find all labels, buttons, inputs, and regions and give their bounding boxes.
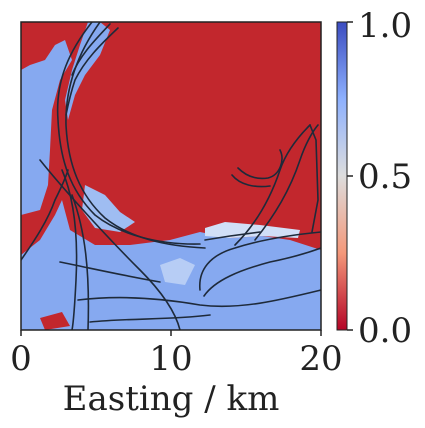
- x-axis-title: Easting / km: [63, 379, 280, 419]
- channel-line-east-branch-2: [254, 124, 319, 241]
- channel-line-east-branch-1: [234, 124, 311, 246]
- x-tick-label-20: 20: [299, 339, 342, 379]
- channel-line-east-branch-3: [309, 124, 319, 233]
- x-tick-label-10: 10: [149, 339, 192, 379]
- channel-line-estuary-1: [77, 289, 321, 308]
- channel-line-south-2: [71, 194, 90, 330]
- east-spit-region: [205, 222, 300, 238]
- channel-line-estuary-3: [59, 261, 161, 283]
- channel-line-east-loop: [199, 231, 321, 291]
- colorbar-tick-label-0: 0.0: [358, 311, 412, 351]
- x-axis: 0 10 20 Easting / km: [10, 330, 343, 419]
- channel-lines: [21, 22, 321, 330]
- channel-line-south-3: [39, 159, 181, 330]
- colorbar-tick-label-1: 1.0: [358, 6, 412, 46]
- heatmap-plot: [21, 22, 321, 330]
- x-tick-label-0: 0: [10, 339, 32, 379]
- channel-line-east-tip: [237, 149, 283, 180]
- channel-line-east-loop-2: [203, 247, 321, 297]
- channel-line-east-spur: [204, 231, 261, 241]
- west-channel-region: [21, 40, 72, 215]
- colorbar-tick-label-05: 0.5: [358, 157, 412, 197]
- channel-line-north: [65, 27, 119, 116]
- channel-line-east-tip-2: [231, 174, 271, 188]
- colorbar: 0.0 0.5 1.0: [336, 6, 412, 351]
- small-land-patch: [40, 312, 70, 330]
- mid-basin-region: [82, 185, 135, 232]
- lagoon-region: [160, 258, 195, 285]
- channel-line-estuary-2: [89, 314, 211, 323]
- colorbar-gradient: [336, 21, 348, 331]
- channel-line-north-2: [71, 23, 111, 76]
- channel-line-coast: [21, 169, 69, 261]
